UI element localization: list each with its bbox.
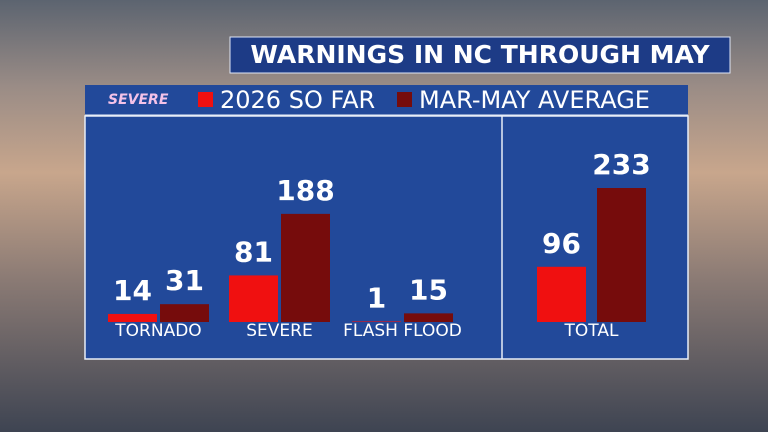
logo: SEVERE xyxy=(108,92,169,108)
bar xyxy=(160,304,209,322)
legend-label: MAR-MAY AVERAGE xyxy=(419,86,650,114)
bar xyxy=(537,266,586,322)
value-label: 188 xyxy=(276,174,334,207)
bar xyxy=(404,313,453,322)
value-label: 14 xyxy=(113,274,152,307)
title-box xyxy=(229,36,731,74)
chart-title: WARNINGS IN NC THROUGH MAY xyxy=(250,40,710,69)
bar xyxy=(108,313,157,322)
value-label: 233 xyxy=(592,148,650,181)
category-label: FLASH FLOOD xyxy=(343,321,462,341)
value-label: 96 xyxy=(542,227,581,260)
category-label: TOTAL xyxy=(564,321,619,341)
legend-label: 2026 SO FAR xyxy=(220,86,375,114)
legend-box xyxy=(85,85,688,115)
bar xyxy=(597,188,646,322)
category-label: SEVERE xyxy=(246,321,312,341)
bar xyxy=(352,321,401,322)
category-label: TORNADO xyxy=(114,321,201,341)
value-label: 31 xyxy=(165,264,204,297)
legend-swatch xyxy=(198,92,213,107)
value-label: 81 xyxy=(234,235,273,268)
legend-swatch xyxy=(397,92,412,107)
bar xyxy=(281,213,330,322)
value-label: 1 xyxy=(367,281,386,314)
bar xyxy=(229,275,278,322)
value-label: 15 xyxy=(409,273,448,306)
